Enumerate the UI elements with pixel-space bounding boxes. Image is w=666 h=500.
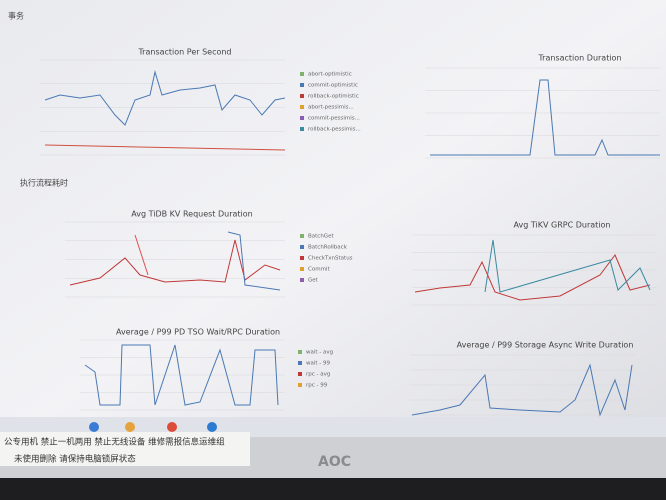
legend-swatch [300, 105, 304, 109]
legend-label: BatchRollback [308, 245, 348, 251]
legend-label: Get [308, 278, 319, 284]
legend-swatch [300, 83, 304, 87]
panel-title: Transaction Duration [537, 54, 621, 63]
legend-label: commit-optimistic [308, 83, 358, 89]
legend-label: rollback-pessimis... [308, 127, 361, 133]
taskbar-icon[interactable] [207, 422, 217, 432]
legend-swatch [300, 127, 304, 131]
legend-swatch [300, 256, 304, 260]
legend-label: BatchGet [308, 234, 334, 240]
taskbar-icon[interactable] [167, 422, 177, 432]
legend-swatch [300, 72, 304, 76]
legend-swatch [298, 361, 302, 365]
screen [0, 0, 666, 445]
legend-swatch [298, 372, 302, 376]
taskbar-icon[interactable] [125, 422, 135, 432]
desk [0, 478, 666, 500]
legend-swatch [298, 350, 302, 354]
section-header: 执行流程耗时 [20, 178, 68, 188]
series-line [44, 70, 286, 126]
legend-label: rpc - 99 [306, 383, 328, 389]
series-line [484, 239, 651, 293]
legend-label: abort-pessimis... [308, 105, 354, 111]
legend-label: wait - avg [306, 350, 333, 356]
legend-label: commit-pessimis... [308, 116, 360, 122]
legend-swatch [300, 116, 304, 120]
series-line [69, 239, 281, 286]
legend-label: abort-optimistic [308, 72, 352, 78]
panel-title: Avg TiKV GRPC Duration [514, 221, 611, 230]
panel-title: Average / P99 Storage Async Write Durati… [457, 341, 634, 350]
legend-swatch [300, 278, 304, 282]
legend-swatch [300, 267, 304, 271]
panel-title: Transaction Per Second [137, 48, 231, 57]
panel-title: Avg TiDB KV Request Duration [131, 210, 252, 219]
series-line [430, 79, 660, 156]
sticker-text: 未使用删除 请保持电脑锁屏状态 [14, 454, 136, 465]
panels: Transaction Per Second abort-optimistic co… [40, 48, 660, 416]
panel-title: Average / P99 PD TSO Wait/RPC Duration [116, 328, 280, 337]
legend-label: Commit [308, 267, 330, 273]
legend-label: rpc - avg [306, 372, 330, 378]
legend-label: rollback-optimistic [308, 94, 359, 100]
sticker [0, 432, 250, 466]
legend-label: CheckTxnStatus [308, 256, 353, 262]
series-line [44, 144, 286, 151]
brand-logo: AOC [318, 454, 351, 470]
series-line [134, 234, 149, 276]
legend-label: wait - 99 [306, 361, 331, 367]
legend-swatch [298, 383, 302, 387]
taskbar-icon[interactable] [89, 422, 99, 432]
legend-swatch [300, 94, 304, 98]
series-line [84, 344, 279, 406]
section-header: 事务 [8, 11, 24, 21]
series-line [227, 231, 281, 291]
series-line [414, 254, 651, 301]
legend-swatch [300, 234, 304, 238]
legend-swatch [300, 245, 304, 249]
sticker-text: 公专用机 禁止一机两用 禁止无线设备 维修需报信息运维组 [4, 437, 225, 448]
series-line [411, 363, 633, 417]
